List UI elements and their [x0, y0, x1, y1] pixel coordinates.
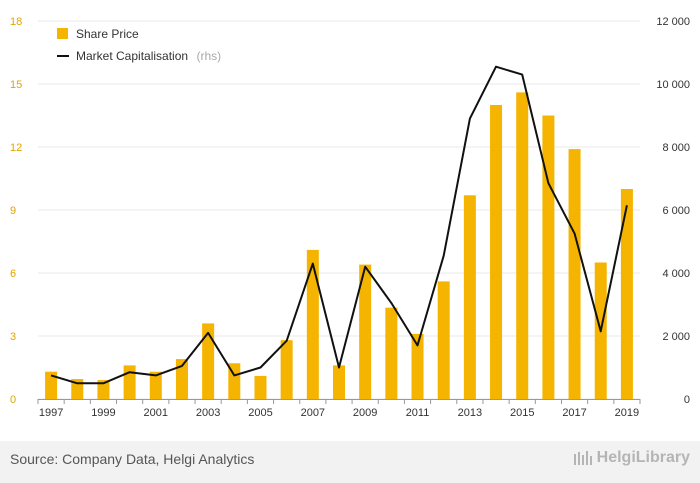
- left-tick-label: 3: [10, 331, 16, 343]
- legend-label-share-price: Share Price: [76, 27, 139, 41]
- bar: [254, 375, 267, 399]
- x-tick-label: 1997: [39, 407, 63, 419]
- x-tick-label: 2001: [144, 407, 168, 419]
- legend-swatch-share-price: [57, 28, 68, 39]
- x-tick-label: 1999: [91, 407, 115, 419]
- bar: [411, 333, 424, 399]
- library-icon: [573, 451, 592, 465]
- bar: [97, 380, 110, 399]
- x-tick-label: 2007: [301, 407, 325, 419]
- bar: [202, 323, 215, 399]
- legend: Share Price Market Capitalisation (rhs): [57, 27, 221, 64]
- x-tick-label: 2015: [510, 407, 534, 419]
- left-tick-label: 18: [10, 16, 22, 28]
- left-axis: 0 3 6 9 12 15 18: [10, 16, 22, 406]
- x-tick-label: 2005: [248, 407, 272, 419]
- left-tick-label: 6: [10, 268, 16, 280]
- brand-logo: HelgiLibrary: [573, 449, 690, 467]
- left-tick-label: 0: [10, 394, 16, 406]
- footer: Source: Company Data, Helgi Analytics He…: [0, 441, 700, 483]
- bar: [568, 149, 581, 399]
- right-tick-label: 10 000: [656, 79, 690, 91]
- x-tick-label: 2003: [196, 407, 220, 419]
- left-tick-label: 9: [10, 205, 16, 217]
- bar: [437, 281, 450, 399]
- share-price-bars: [45, 92, 633, 400]
- x-tick-label: 2009: [353, 407, 377, 419]
- chart: 0 3 6 9 12 15 18 0 2 000 4 000 6 000 8 000 10 000 12…: [10, 16, 690, 419]
- source-text: Source: Company Data, Helgi Analytics: [10, 451, 255, 467]
- market-cap-line-series: [50, 65, 628, 385]
- legend-label-market-cap: Market Capitalisation (rhs): [76, 47, 221, 64]
- bar: [306, 249, 319, 399]
- bar: [385, 307, 398, 399]
- x-axis: 1997 1999 2001 2003 2005 2007 2009 2011 2013 2015…: [37, 399, 641, 419]
- bar: [123, 365, 136, 399]
- right-tick-label: 6 000: [662, 205, 690, 217]
- right-axis: 0 2 000 4 000 6 000 8 000 10 000 12 000: [656, 16, 690, 406]
- right-tick-label: 2 000: [662, 331, 690, 343]
- bar: [359, 264, 372, 399]
- bar: [333, 365, 345, 399]
- right-tick-label: 12 000: [656, 16, 690, 28]
- x-tick-label: 2011: [406, 407, 430, 419]
- right-tick-label: 0: [684, 394, 690, 406]
- market-cap-line: [50, 65, 628, 385]
- gridlines: [38, 20, 640, 400]
- right-tick-label: 8 000: [662, 142, 690, 154]
- legend-label-market-cap-name: Market Capitalisation: [76, 49, 188, 63]
- right-tick-label: 4 000: [662, 268, 690, 280]
- bar: [175, 359, 188, 399]
- left-tick-label: 15: [10, 79, 22, 91]
- x-tick-label: 2019: [615, 407, 639, 419]
- bar: [149, 371, 162, 399]
- x-tick-label: 2017: [562, 407, 586, 419]
- bar: [542, 115, 555, 399]
- legend-label-rhs: (rhs): [197, 49, 222, 63]
- bar: [463, 195, 476, 399]
- bar: [490, 105, 503, 399]
- bar: [516, 92, 529, 400]
- bar: [280, 340, 293, 399]
- x-tick-label: 2013: [458, 407, 482, 419]
- bar: [620, 189, 633, 399]
- brand-name: HelgiLibrary: [596, 449, 690, 466]
- left-tick-label: 12: [10, 142, 22, 154]
- bar: [45, 371, 58, 399]
